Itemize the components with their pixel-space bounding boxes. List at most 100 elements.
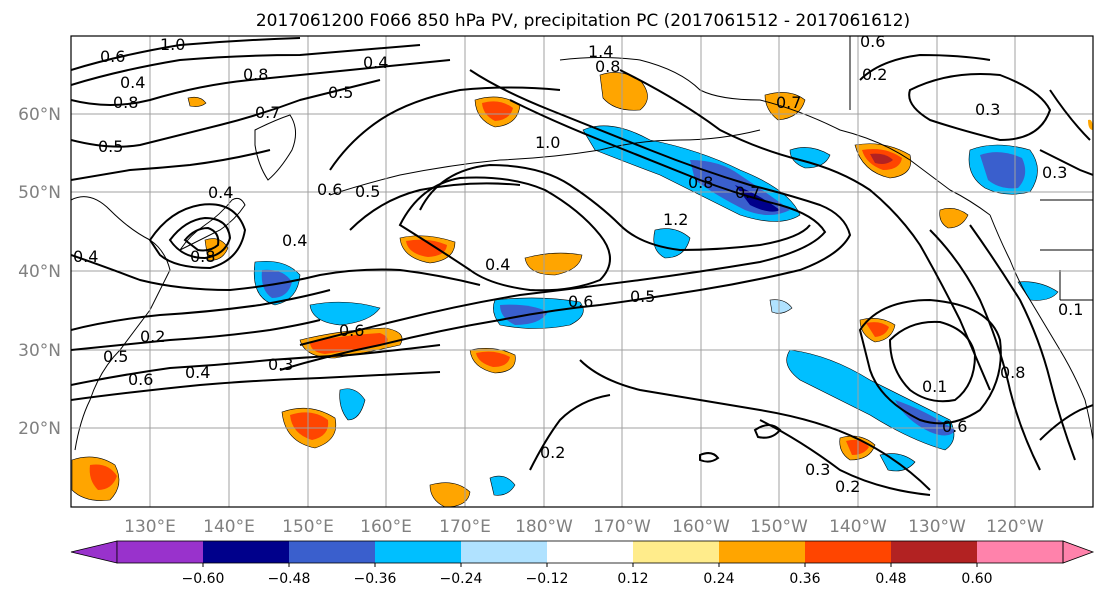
lon-tick-label: 160°E bbox=[360, 517, 412, 537]
precip-positive-region bbox=[939, 208, 969, 229]
colorbar-outline bbox=[116, 540, 1064, 564]
colorbar-tick-label: 0.24 bbox=[703, 571, 734, 587]
colorbar-swatch bbox=[891, 541, 978, 563]
contour-label: 1.0 bbox=[160, 35, 185, 54]
lat-tick-label: 30°N bbox=[18, 341, 61, 361]
colorbar-swatch bbox=[719, 541, 806, 563]
contour-label: 0.8 bbox=[1000, 363, 1025, 382]
contour-label: 0.8 bbox=[595, 57, 620, 76]
contour-label: 0.2 bbox=[862, 65, 887, 84]
contour-label: 0.4 bbox=[485, 255, 510, 274]
lon-tick-label: 130°E bbox=[124, 517, 176, 537]
lon-tick-label: 140°E bbox=[203, 517, 255, 537]
pv-contour bbox=[168, 216, 232, 260]
lat-tick-label: 50°N bbox=[18, 183, 61, 203]
pv-contour bbox=[398, 176, 611, 292]
colorbar-tick-label: 0.60 bbox=[961, 571, 992, 587]
pv-contour bbox=[71, 254, 481, 292]
contour-label: 1.4 bbox=[588, 42, 613, 61]
lon-tick-label: 150°E bbox=[282, 517, 334, 537]
pv-contour bbox=[969, 224, 1076, 461]
lon-tick-label: 140°W bbox=[829, 517, 887, 537]
pv-contour bbox=[929, 229, 1041, 471]
contour-label: 0.4 bbox=[73, 247, 98, 266]
colorbar-swatch bbox=[977, 541, 1064, 563]
pv-contour bbox=[71, 319, 321, 351]
precip-negative-region bbox=[309, 301, 381, 326]
contour-label: 0.4 bbox=[120, 73, 145, 92]
coastline-aleutians bbox=[329, 129, 761, 196]
colorbar-swatch bbox=[289, 541, 376, 563]
precip-negative-region bbox=[339, 388, 366, 421]
colorbar-extend-high bbox=[1062, 540, 1095, 564]
contour-label: 0.2 bbox=[140, 327, 165, 346]
pv-contour bbox=[329, 86, 561, 171]
pv-contour bbox=[888, 320, 977, 403]
contour-label: 0.8 bbox=[243, 65, 268, 84]
contour-label: 0.5 bbox=[98, 137, 123, 156]
contour-label: 0.4 bbox=[363, 53, 388, 72]
pv-contour-labels: 1.0 0.6 0.4 0.8 0.7 0.5 0.8 0.4 1.4 0.8 … bbox=[73, 32, 1083, 496]
colorbar-swatch bbox=[461, 541, 548, 563]
lon-tick-label: 130°W bbox=[908, 517, 966, 537]
colorbar-swatch bbox=[805, 541, 892, 563]
pv-contour bbox=[71, 44, 421, 86]
colorbar-tick-label: 0.48 bbox=[875, 571, 906, 587]
contour-label: 0.5 bbox=[328, 83, 353, 102]
contour-label: 0.6 bbox=[128, 370, 153, 389]
pv-contour bbox=[1039, 404, 1093, 441]
lat-tick-labels: 60°N 50°N 40°N 30°N 20°N bbox=[18, 105, 61, 439]
contour-label: 0.1 bbox=[1058, 300, 1083, 319]
precip-negative-region bbox=[980, 152, 1026, 189]
contour-label: 0.7 bbox=[735, 183, 760, 202]
contour-label: 0.7 bbox=[776, 93, 801, 112]
coastline-kamchatka bbox=[254, 114, 296, 181]
colorbar-swatch bbox=[633, 541, 720, 563]
contour-label: 0.4 bbox=[185, 363, 210, 382]
contour-label: 0.8 bbox=[688, 173, 713, 192]
contour-label: 0.5 bbox=[355, 182, 380, 201]
precip-negative-region bbox=[1017, 281, 1059, 301]
precip-positive-region bbox=[290, 412, 329, 440]
contour-label: 0.1 bbox=[922, 377, 947, 396]
precip-positive-region bbox=[599, 72, 648, 111]
precip-positive-region bbox=[482, 101, 513, 121]
pv-contour bbox=[859, 53, 991, 81]
colorbar-swatch bbox=[203, 541, 290, 563]
pv-contour bbox=[349, 182, 521, 231]
pv-contour bbox=[71, 149, 271, 181]
colorbar-tick-label: 0.36 bbox=[789, 571, 820, 587]
coastlines bbox=[71, 36, 1093, 451]
precip-positive-region bbox=[406, 239, 447, 257]
contour-label: 1.0 bbox=[535, 133, 560, 152]
contour-label: 0.2 bbox=[835, 477, 860, 496]
contour-label: 0.3 bbox=[975, 100, 1000, 119]
lon-tick-label: 170°W bbox=[593, 517, 651, 537]
lon-tick-label: 180°W bbox=[515, 517, 573, 537]
pv-contour bbox=[1049, 89, 1091, 141]
pv-contour bbox=[299, 99, 827, 346]
contour-label: 0.3 bbox=[268, 355, 293, 374]
colorbar-tick-label: −0.48 bbox=[268, 571, 311, 587]
contour-label: 0.3 bbox=[1042, 163, 1067, 182]
colorbar-swatch bbox=[117, 541, 204, 563]
contour-label: 0.4 bbox=[282, 231, 307, 250]
pv-contour bbox=[71, 59, 451, 106]
colorbar-tick-label: 0.12 bbox=[617, 571, 648, 587]
lat-tick-label: 20°N bbox=[18, 419, 61, 439]
precip-positive-region bbox=[204, 238, 229, 261]
colorbar-swatches bbox=[70, 540, 1095, 564]
pv-contour bbox=[759, 419, 931, 496]
precip-positive-region bbox=[866, 322, 889, 337]
lat-tick-label: 60°N bbox=[18, 105, 61, 125]
pv-contour bbox=[619, 69, 991, 391]
contour-label: 0.2 bbox=[540, 443, 565, 462]
precip-positive-region bbox=[89, 464, 117, 490]
contour-label: 0.7 bbox=[255, 103, 280, 122]
contour-label: 0.6 bbox=[860, 32, 885, 51]
colorbar-tick-label: −0.24 bbox=[440, 571, 483, 587]
lon-tick-label: 120°W bbox=[986, 517, 1044, 537]
colorbar-tick-label: −0.36 bbox=[354, 571, 397, 587]
contour-label: 1.2 bbox=[663, 210, 688, 229]
